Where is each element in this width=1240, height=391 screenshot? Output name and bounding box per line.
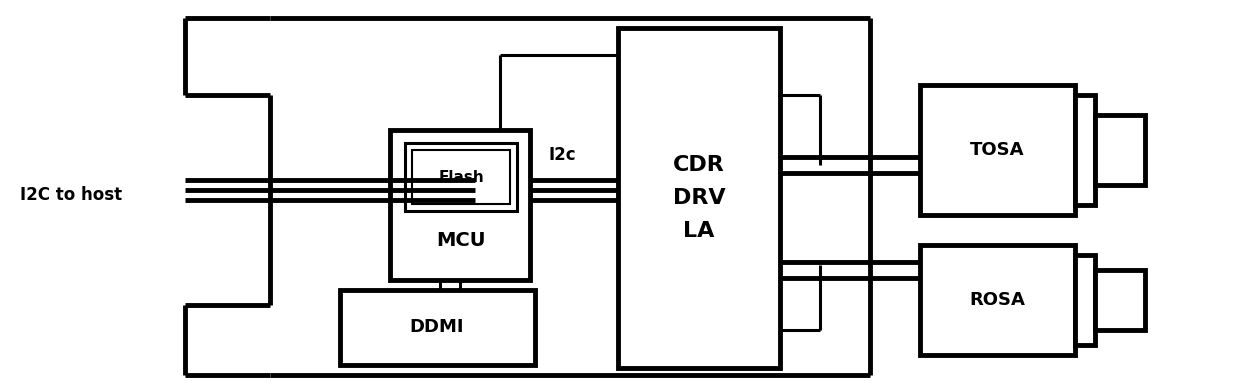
Bar: [391, 130, 529, 280]
Bar: [340, 290, 534, 365]
Text: CDR
DRV
LA: CDR DRV LA: [672, 155, 725, 241]
Bar: [1095, 115, 1145, 185]
Text: DDMI: DDMI: [409, 318, 464, 336]
Bar: [412, 150, 510, 204]
Text: TOSA: TOSA: [970, 141, 1024, 159]
Text: I2c: I2c: [548, 146, 575, 164]
Bar: [920, 245, 1075, 355]
Bar: [618, 28, 780, 368]
Bar: [1075, 95, 1095, 205]
Bar: [1095, 270, 1145, 330]
Bar: [1075, 255, 1095, 345]
Bar: [920, 85, 1075, 215]
Bar: [405, 143, 517, 211]
Text: ROSA: ROSA: [970, 291, 1025, 309]
Text: Flash: Flash: [438, 170, 484, 185]
Text: I2C to host: I2C to host: [20, 186, 122, 204]
Text: MCU: MCU: [436, 231, 486, 249]
